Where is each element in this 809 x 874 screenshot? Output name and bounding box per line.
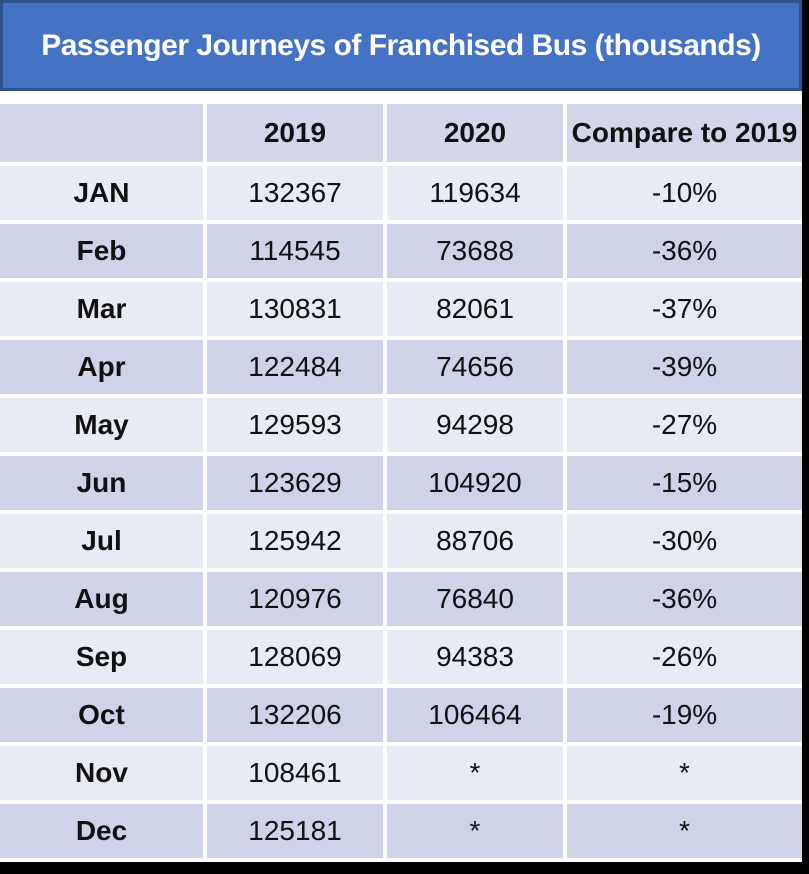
column-header-month	[0, 104, 207, 166]
cell-2020-value: *	[383, 800, 567, 858]
cell-month: Nov	[0, 742, 207, 804]
table-row-mar: Mar 130831 82061 -37%	[0, 278, 802, 340]
cell-2019-value: 120976	[203, 568, 387, 630]
table-row-jan: JAN 132367 119634 -10%	[0, 162, 802, 224]
cell-2020-value: *	[383, 742, 567, 804]
column-header-2020: 2020	[383, 104, 567, 166]
cell-month: Oct	[0, 684, 207, 746]
cell-2019-value: 128069	[203, 626, 387, 688]
cell-compare-value: -39%	[563, 336, 802, 398]
cell-compare-value: -36%	[563, 568, 802, 630]
cell-2019-value: 125942	[203, 510, 387, 572]
table-row-apr: Apr 122484 74656 -39%	[0, 336, 802, 398]
cell-month: Apr	[0, 336, 207, 398]
cell-month: May	[0, 394, 207, 456]
cell-compare-value: -26%	[563, 626, 802, 688]
column-header-compare: Compare to 2019	[563, 104, 802, 166]
cell-2020-value: 119634	[383, 162, 567, 224]
table-row-dec: Dec 125181 * *	[0, 800, 802, 858]
cell-2019-value: 114545	[203, 220, 387, 282]
table-row-may: May 129593 94298 -27%	[0, 394, 802, 456]
page-title: Passenger Journeys of Franchised Bus (th…	[41, 28, 761, 62]
cell-2020-value: 94298	[383, 394, 567, 456]
cell-2019-value: 122484	[203, 336, 387, 398]
cell-compare-value: -10%	[563, 162, 802, 224]
cell-compare-value: -15%	[563, 452, 802, 514]
cell-2020-value: 104920	[383, 452, 567, 514]
cell-compare-value: -36%	[563, 220, 802, 282]
cell-2019-value: 125181	[203, 800, 387, 858]
table-header-row: 2019 2020 Compare to 2019	[0, 104, 802, 166]
cell-month: JAN	[0, 162, 207, 224]
cell-2019-value: 123629	[203, 452, 387, 514]
cell-compare-value: *	[563, 800, 802, 858]
table-row-jun: Jun 123629 104920 -15%	[0, 452, 802, 514]
cell-month: Sep	[0, 626, 207, 688]
table-row-aug: Aug 120976 76840 -36%	[0, 568, 802, 630]
cell-compare-value: *	[563, 742, 802, 804]
cell-2019-value: 108461	[203, 742, 387, 804]
cell-month: Jun	[0, 452, 207, 514]
cell-month: Aug	[0, 568, 207, 630]
cell-compare-value: -30%	[563, 510, 802, 572]
cell-2020-value: 94383	[383, 626, 567, 688]
cell-2019-value: 132206	[203, 684, 387, 746]
table-row-nov: Nov 108461 * *	[0, 742, 802, 804]
passenger-journeys-table: 2019 2020 Compare to 2019 JAN 132367 119…	[0, 104, 802, 858]
table-row-sep: Sep 128069 94383 -26%	[0, 626, 802, 688]
cell-2020-value: 106464	[383, 684, 567, 746]
cell-month: Feb	[0, 220, 207, 282]
cell-compare-value: -19%	[563, 684, 802, 746]
cell-compare-value: -37%	[563, 278, 802, 340]
table-row-feb: Feb 114545 73688 -36%	[0, 220, 802, 282]
cell-2020-value: 73688	[383, 220, 567, 282]
cell-compare-value: -27%	[563, 394, 802, 456]
column-header-2019: 2019	[203, 104, 387, 166]
cell-2020-value: 82061	[383, 278, 567, 340]
cell-month: Dec	[0, 800, 207, 858]
cell-2020-value: 88706	[383, 510, 567, 572]
table-row-jul: Jul 125942 88706 -30%	[0, 510, 802, 572]
table-row-oct: Oct 132206 106464 -19%	[0, 684, 802, 746]
cell-2020-value: 74656	[383, 336, 567, 398]
cell-2019-value: 132367	[203, 162, 387, 224]
cell-2019-value: 130831	[203, 278, 387, 340]
cell-2019-value: 129593	[203, 394, 387, 456]
cell-2020-value: 76840	[383, 568, 567, 630]
cell-month: Jul	[0, 510, 207, 572]
title-bar: Passenger Journeys of Franchised Bus (th…	[0, 0, 802, 91]
cell-month: Mar	[0, 278, 207, 340]
